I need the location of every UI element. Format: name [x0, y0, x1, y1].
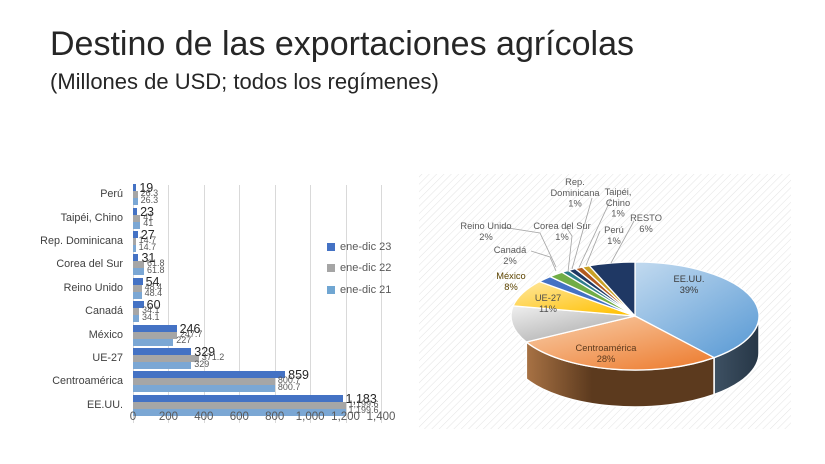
- svg-text:EE.UU.39%: EE.UU. 39%: [674, 274, 705, 295]
